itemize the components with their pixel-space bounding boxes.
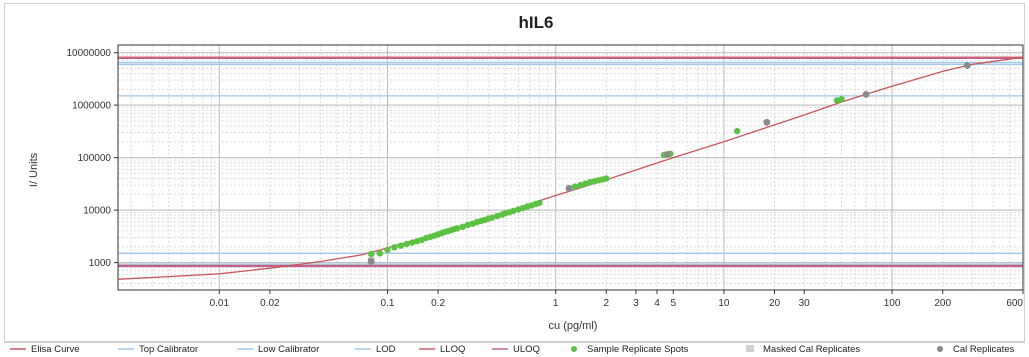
legend-label-sample-replicate-spots: Sample Replicate Spots: [587, 344, 689, 355]
legend-swatch-cal-replicates: [937, 346, 943, 352]
x-tick-label: 0.01: [210, 298, 230, 309]
point-sample-replicate-spots: [489, 214, 496, 221]
point-cal-replicates: [963, 62, 971, 69]
point-sample-replicate-spots: [403, 240, 410, 248]
legend-label-lloq: LLOQ: [440, 344, 465, 355]
points-layer: [367, 62, 971, 266]
point-sample-replicate-spots: [384, 246, 391, 253]
elisa-curve: [117, 56, 1024, 280]
point-sample-replicate-spots: [454, 225, 461, 232]
x-tick-label: 1: [553, 298, 559, 309]
x-tick-label: 200: [934, 298, 951, 309]
legend-label-top-calibrator: Top Calibrator: [139, 344, 198, 355]
x-tick-label: 0.2: [431, 298, 445, 309]
reference-lines: [118, 56, 1023, 268]
x-tick-label: 3: [633, 298, 639, 309]
x-tick-label: 30: [799, 298, 811, 309]
point-cal-replicates: [367, 258, 375, 265]
legend-label-elisa-curve: Elisa Curve: [31, 344, 80, 355]
legend-label-lod: LOD: [376, 344, 396, 355]
x-axis-ticks: 0.01 0.02 0.1 0.2 1 2 3 4 5 10 20 30 100 200 600: [210, 290, 1024, 309]
elisa-curve-layer: [117, 56, 1024, 280]
point-sample-replicate-spots: [838, 96, 845, 103]
point-cal-replicates: [663, 151, 671, 158]
point-cal-replicates: [565, 184, 573, 192]
y-axis-ticks: 1000 10000 100000 1000000 10000000: [67, 48, 118, 269]
point-sample-replicate-spots: [408, 239, 416, 246]
point-sample-replicate-spots: [391, 244, 398, 251]
point-sample-replicate-spots: [536, 199, 543, 207]
plot-border: [117, 44, 1024, 291]
legend-label-low-calibrator: Low Calibrator: [258, 344, 319, 355]
point-sample-replicate-spots: [397, 242, 404, 249]
x-tick-label: 20: [769, 298, 781, 309]
plot-area: [118, 45, 1023, 290]
point-sample-replicate-spots: [459, 223, 466, 230]
legend: Elisa Curve Top Calibrator Low Calibrator L…: [10, 344, 1014, 355]
x-axis-label: cu (pg/ml): [549, 320, 598, 332]
x-tick-label: 2: [604, 298, 610, 309]
point-sample-replicate-spots: [603, 175, 610, 182]
point-sample-replicate-spots: [376, 250, 383, 257]
point-sample-replicate-spots: [510, 207, 517, 215]
point-sample-replicate-spots: [577, 181, 584, 189]
x-tick-label: 0.02: [260, 298, 280, 309]
x-tick-label: 4: [654, 298, 660, 309]
legend-label-uloq: ULOQ: [513, 344, 540, 355]
point-sample-replicate-spots: [464, 221, 471, 229]
legend-swatch-sample-replicate-spots: [571, 346, 577, 352]
x-tick-label: 10: [718, 298, 730, 309]
point-cal-replicates: [763, 118, 771, 126]
y-tick-label: 100000: [78, 153, 112, 164]
y-tick-label: 10000: [83, 206, 111, 217]
point-sample-replicate-spots: [734, 127, 741, 135]
y-tick-label: 1000000: [72, 101, 111, 112]
legend-label-cal-replicates: Cal Replicates: [953, 344, 1014, 355]
legend-swatch-masked-cal-replicates: [746, 345, 754, 352]
legend-label-masked-cal-replicates: Masked Cal Replicates: [763, 344, 860, 355]
x-tick-label: 600: [1006, 298, 1023, 309]
y-tick-label: 10000000: [67, 48, 112, 59]
chart-title: hIL6: [519, 13, 554, 32]
point-sample-replicate-spots: [368, 250, 375, 258]
x-tick-label: 100: [884, 298, 901, 309]
y-axis-label: I/ Units: [28, 152, 40, 187]
x-tick-label: 5: [671, 298, 677, 309]
y-tick-label: 1000: [89, 258, 112, 269]
x-tick-label: 0.1: [381, 298, 395, 309]
point-sample-replicate-spots: [571, 183, 579, 190]
grid: [118, 45, 1024, 291]
point-cal-replicates: [862, 91, 870, 98]
